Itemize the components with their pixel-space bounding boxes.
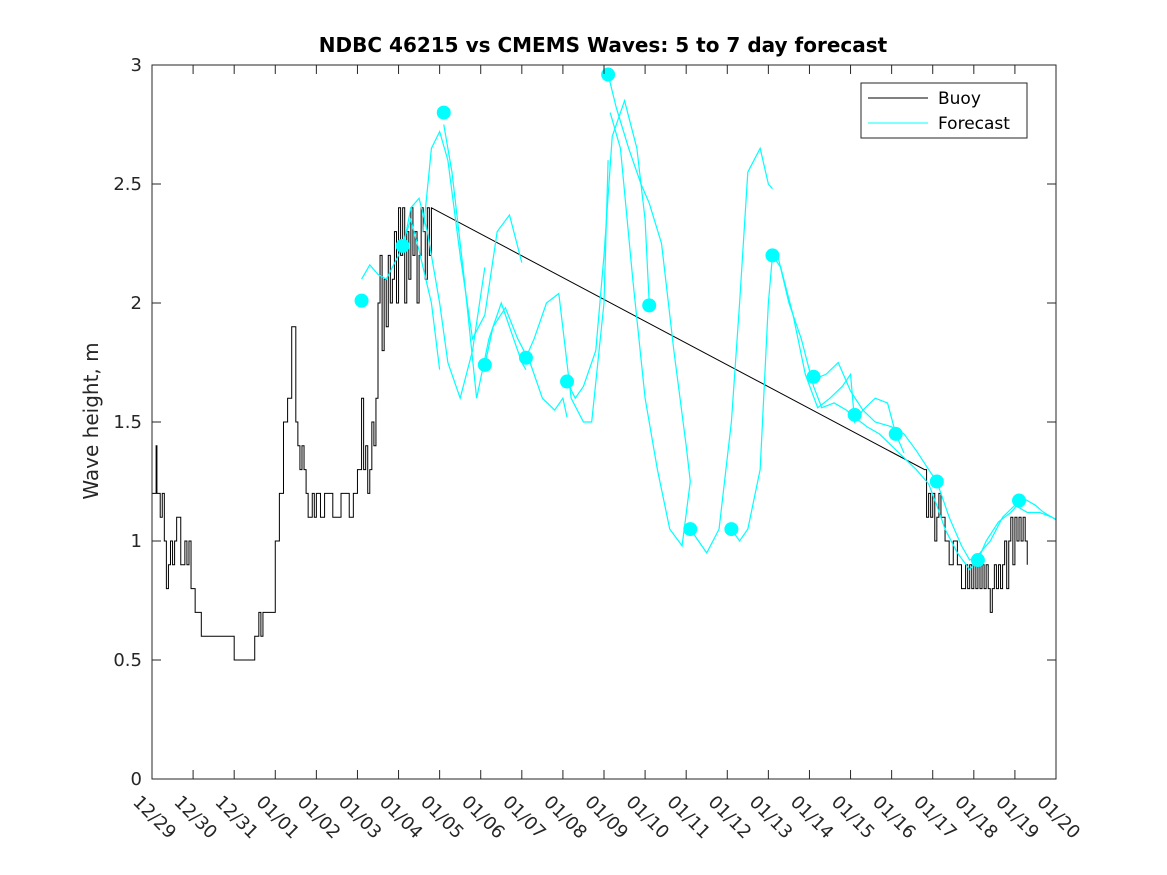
forecast-series-line-8 [609, 112, 691, 548]
forecast-marker [970, 553, 985, 568]
forecast-marker [560, 374, 575, 389]
forecast-marker [642, 298, 657, 313]
y-tick-label: 1 [131, 531, 142, 552]
forecast-marker [477, 357, 492, 372]
plot-area [152, 67, 1057, 661]
y-tick-label: 0 [131, 769, 142, 790]
chart-title: NDBC 46215 vs CMEMS Waves: 5 to 7 day fo… [319, 33, 888, 57]
forecast-marker [929, 474, 944, 489]
forecast-marker [888, 426, 903, 441]
forecast-marker [354, 293, 369, 308]
y-axis-label: Wave height, m [79, 342, 103, 499]
forecast-series-line-10 [730, 253, 905, 543]
forecast-marker [765, 248, 780, 263]
forecast-series-line-0 [361, 217, 441, 370]
forecast-series-line-5 [525, 160, 609, 423]
forecast-series-line-3 [443, 124, 527, 399]
forecast-series-line-9 [689, 146, 773, 555]
y-tick-label: 0.5 [113, 650, 142, 671]
forecast-series-line-7 [607, 74, 691, 482]
forecast-marker [806, 369, 821, 384]
forecast-series-line-11 [775, 250, 1057, 571]
forecast-marker [847, 407, 862, 422]
y-tick-label: 3 [131, 55, 142, 76]
y-tick-label: 1.5 [113, 412, 142, 433]
buoy-series-line [152, 206, 1028, 661]
forecast-series-line-12 [813, 361, 1057, 561]
forecast-series-line-1 [402, 197, 486, 401]
forecast-marker [395, 238, 410, 253]
forecast-marker [683, 522, 698, 537]
forecast-marker [518, 350, 533, 365]
legend-forecast-label: Forecast [938, 114, 1010, 134]
forecast-marker [724, 522, 739, 537]
forecast-marker [1012, 493, 1027, 508]
legend: Buoy Forecast [860, 82, 1028, 139]
forecast-marker [436, 105, 451, 120]
legend-box [860, 82, 1028, 139]
legend-buoy-label: Buoy [938, 89, 981, 109]
y-tick-label: 2.5 [113, 174, 142, 195]
forecast-marker [601, 67, 616, 82]
y-tick-label: 2 [131, 293, 142, 314]
